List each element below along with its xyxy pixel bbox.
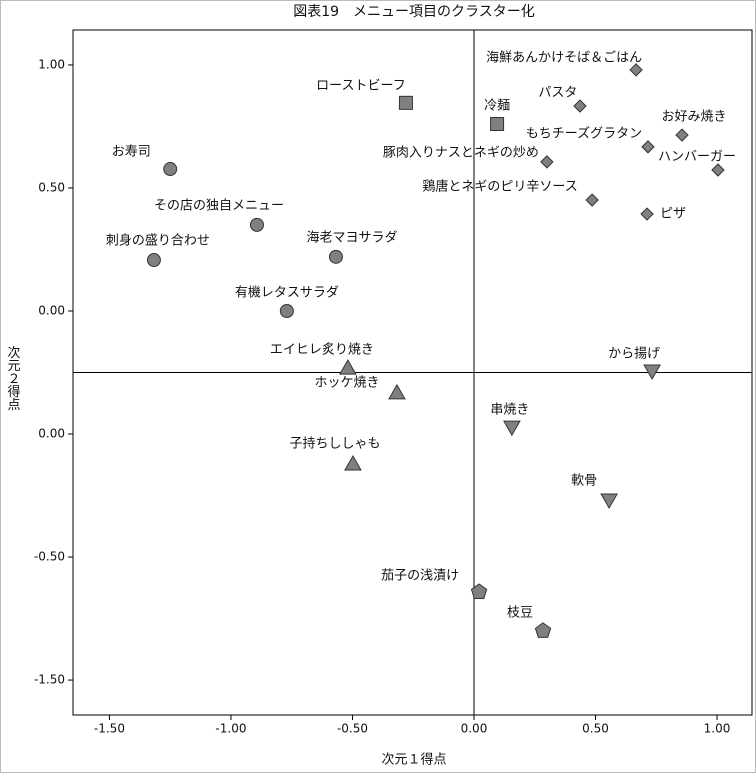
point-label: 子持ちししゃも xyxy=(289,437,380,452)
y-tick-label: -0.50 xyxy=(34,550,65,564)
point xyxy=(540,155,554,169)
point xyxy=(163,162,178,177)
x-tick-label: 0.50 xyxy=(582,722,609,736)
point xyxy=(585,193,599,207)
point-label: から揚げ xyxy=(608,346,660,362)
point-label: 有機レタスサラダ xyxy=(235,285,339,300)
point-label: お寿司 xyxy=(112,145,151,160)
y-axis-label: 次元２得点 xyxy=(5,345,21,411)
point-label: ホッケ焼き xyxy=(314,375,379,390)
x-axis-label: 次元１得点 xyxy=(381,752,446,768)
point xyxy=(328,249,343,264)
point xyxy=(398,95,413,110)
point-label: 鶏唐とネギのピリ辛ソース xyxy=(422,179,577,195)
point-label: ピザ xyxy=(660,207,686,222)
point-label: 串焼き xyxy=(490,403,529,418)
x-tick-label: -0.50 xyxy=(337,722,368,736)
y-tick-label: 0.00 xyxy=(38,427,65,441)
point xyxy=(600,493,618,509)
point xyxy=(338,359,357,375)
point xyxy=(503,420,521,437)
point-label: ハンバーガー xyxy=(658,150,736,165)
point-label: 冷麺 xyxy=(484,98,510,113)
point xyxy=(146,253,161,268)
point-label: 海老マヨサラダ xyxy=(306,230,397,245)
point xyxy=(641,140,655,154)
point xyxy=(534,622,552,638)
point-label: 軟骨 xyxy=(571,472,597,488)
x-tick-label: -1.50 xyxy=(94,722,125,736)
point-label: お好み焼き xyxy=(662,110,727,125)
point xyxy=(640,207,654,221)
point-label: エイヒレ炙り焼き xyxy=(270,343,374,358)
point xyxy=(344,455,362,471)
point xyxy=(711,163,725,177)
point xyxy=(675,128,689,142)
y-tick-label: 1.00 xyxy=(38,57,65,71)
point-label: ローストビーフ xyxy=(316,78,406,93)
point xyxy=(629,63,643,77)
point-label: 茄子の浅漬け xyxy=(381,568,459,583)
y-tick-label: -1.50 xyxy=(34,673,65,687)
point-label: その店の独自メニュー xyxy=(154,198,284,213)
point xyxy=(388,383,406,400)
point-label: 豚肉入りナスとネギの炒め xyxy=(383,145,539,160)
x-tick-label: 0.00 xyxy=(461,722,488,736)
point-label: パスタ xyxy=(538,86,577,101)
point-label: もちチーズグラタン xyxy=(526,125,642,141)
point xyxy=(490,116,505,131)
y-tick-label: 0.00 xyxy=(38,303,65,317)
point-label: 枝豆 xyxy=(507,605,533,620)
point-label: 刺身の盛り合わせ xyxy=(106,233,210,249)
point xyxy=(470,583,488,599)
point xyxy=(279,303,294,318)
point xyxy=(643,364,661,381)
point xyxy=(249,217,264,232)
chart-title: 図表19 メニュー項目のクラスター化 xyxy=(293,4,535,20)
y-tick-label: 0.50 xyxy=(38,180,65,194)
point-label: 海鮮あんかけそば＆ごはん xyxy=(486,49,642,65)
x-tick-label: 1.00 xyxy=(704,722,731,736)
point xyxy=(573,99,587,113)
x-tick-label: -1.00 xyxy=(215,722,246,736)
